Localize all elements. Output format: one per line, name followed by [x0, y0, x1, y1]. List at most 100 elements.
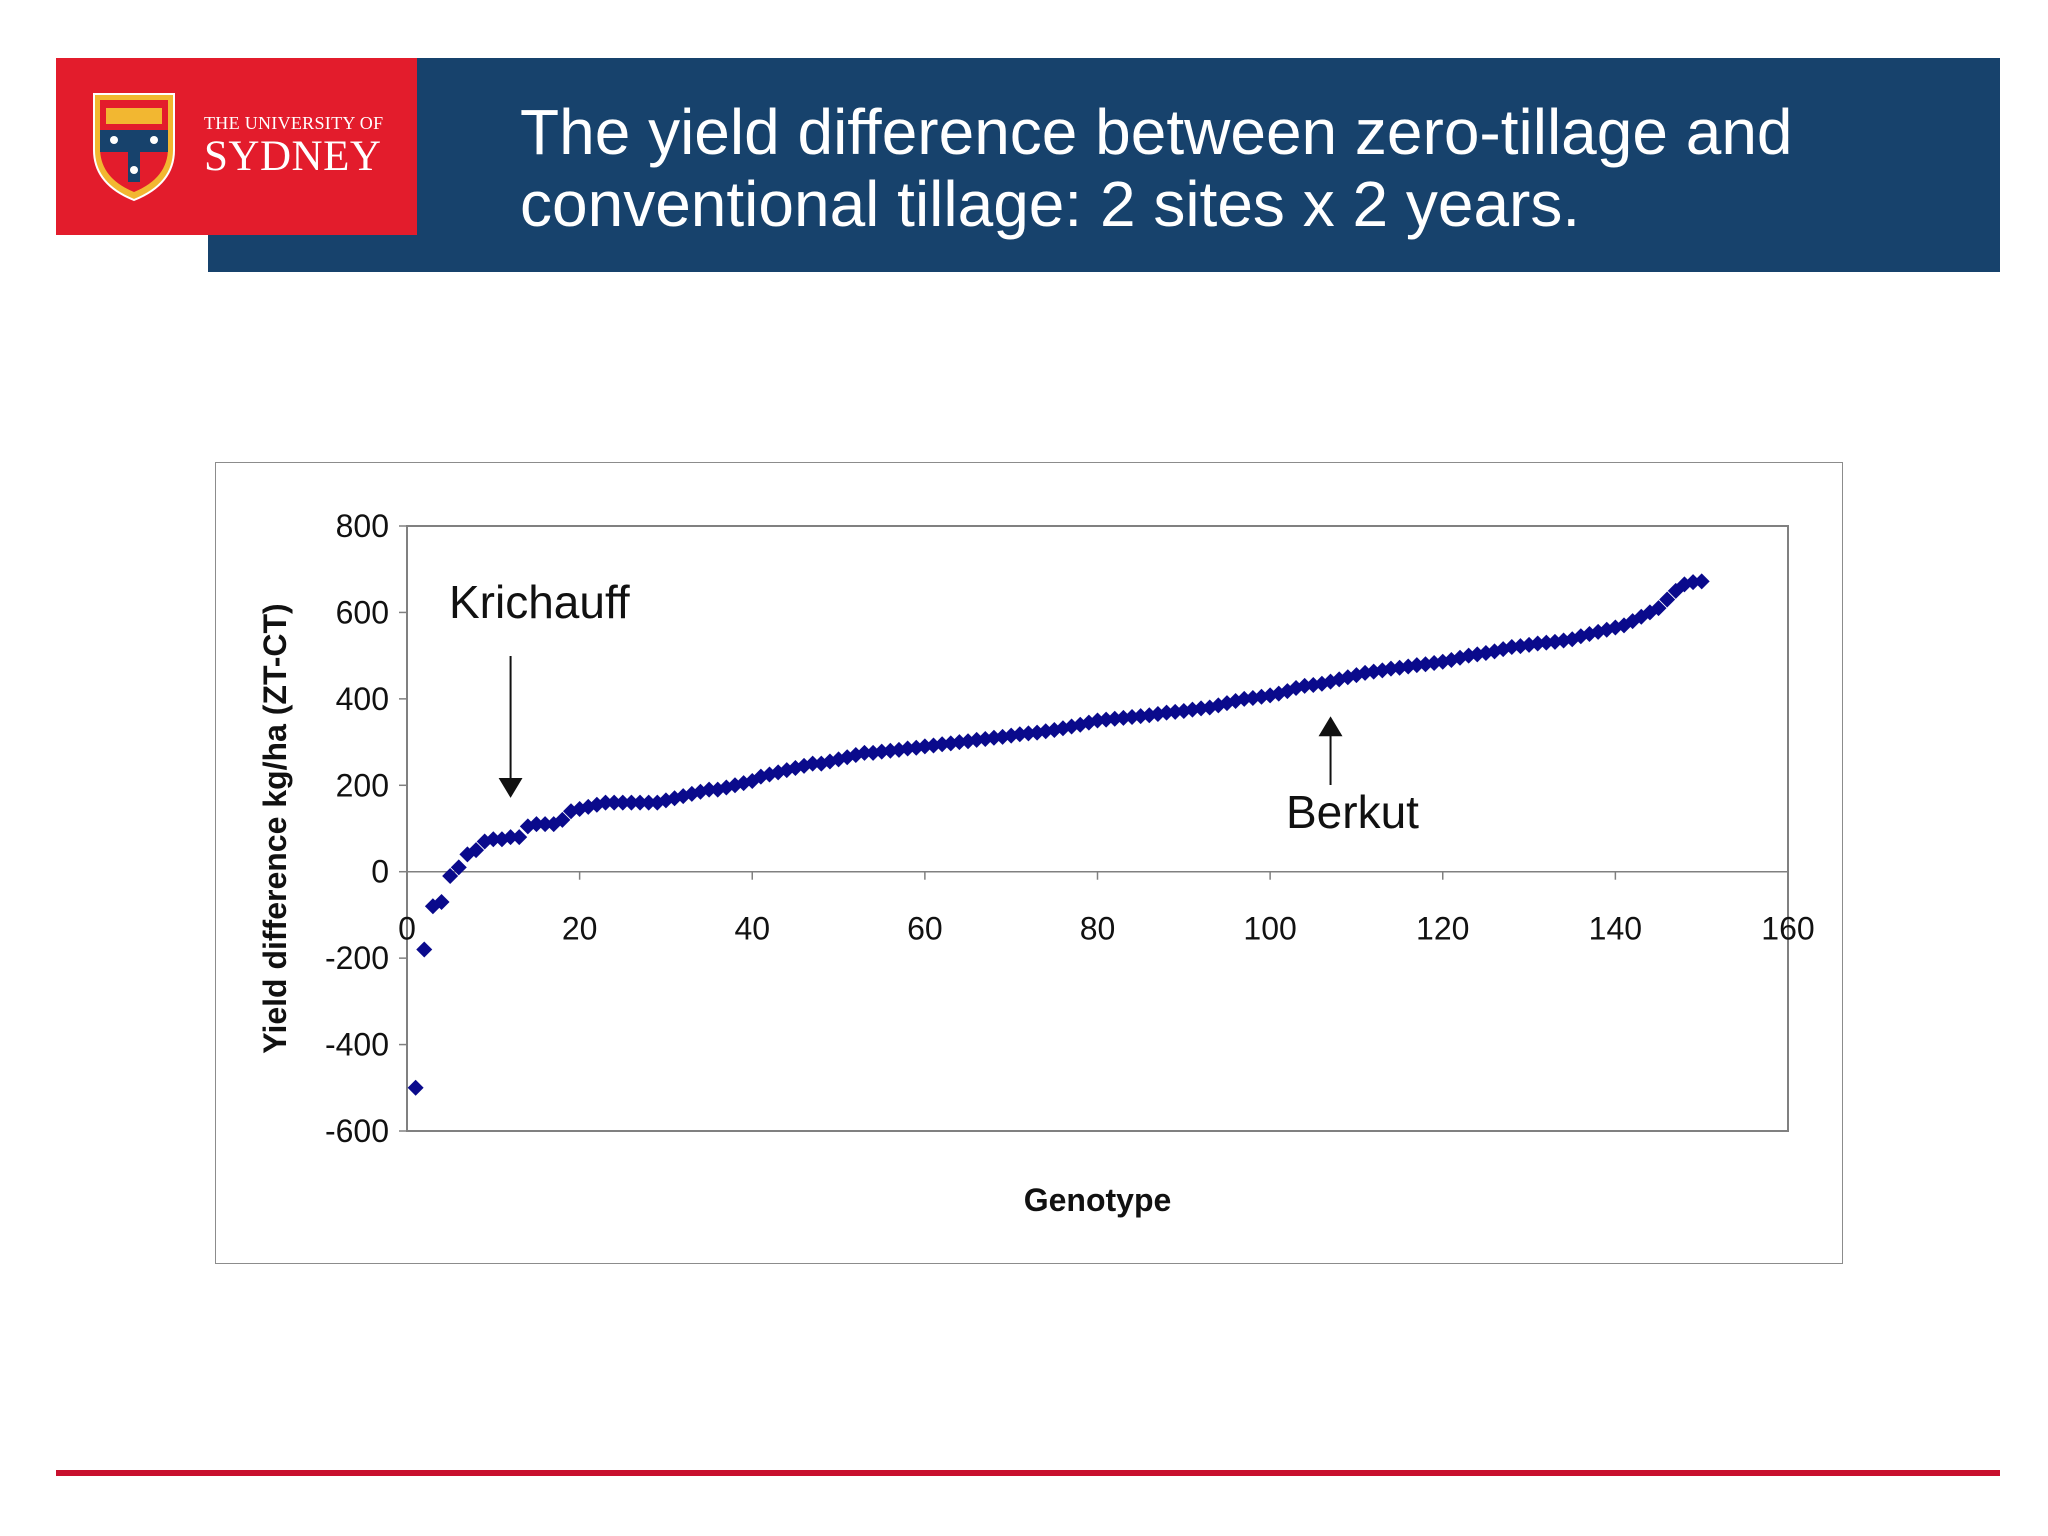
data-point	[1322, 673, 1339, 690]
footer-rule	[56, 1470, 2000, 1476]
data-point	[890, 741, 907, 758]
data-point	[951, 734, 968, 751]
data-point	[718, 779, 735, 796]
data-point	[770, 764, 787, 781]
y-tick-label: 200	[336, 767, 389, 803]
data-point	[1477, 645, 1494, 662]
data-point	[1650, 600, 1667, 617]
data-point	[977, 731, 994, 748]
y-tick-label: -400	[325, 1027, 389, 1063]
x-tick-label: 20	[562, 911, 598, 947]
data-point	[485, 831, 502, 848]
crest-icon	[93, 93, 175, 202]
data-point	[1201, 699, 1218, 716]
logo-line1: THE UNIVERSITY OF	[204, 113, 384, 133]
data-point	[804, 755, 821, 772]
data-point	[1495, 641, 1512, 658]
data-point	[528, 816, 545, 833]
data-point	[416, 941, 433, 958]
data-point	[1693, 573, 1710, 590]
slide-title: The yield difference between zero-tillag…	[520, 96, 1793, 240]
data-point	[916, 738, 933, 755]
y-tick-label: 0	[371, 854, 389, 890]
x-tick-label: 120	[1416, 911, 1469, 947]
university-logo[interactable]: THE UNIVERSITY OF SYDNEY	[56, 58, 417, 235]
data-point	[1659, 591, 1676, 608]
x-tick-label: 100	[1243, 911, 1296, 947]
x-tick-label: 40	[734, 911, 770, 947]
data-point	[623, 794, 640, 811]
data-point	[692, 783, 709, 800]
data-point	[1667, 582, 1684, 599]
data-point	[537, 816, 554, 833]
data-point	[554, 811, 571, 828]
data-point	[1616, 617, 1633, 634]
data-point	[1227, 693, 1244, 710]
data-point	[1374, 662, 1391, 679]
data-point	[614, 794, 631, 811]
data-point	[821, 753, 838, 770]
data-point	[1624, 613, 1641, 630]
data-point	[640, 794, 657, 811]
x-tick-label: 80	[1080, 911, 1116, 947]
data-point	[1296, 677, 1313, 694]
data-point	[1279, 683, 1296, 700]
x-axis-title: Genotype	[1024, 1182, 1172, 1218]
data-point	[1037, 723, 1054, 740]
data-point	[1546, 633, 1563, 650]
data-point	[442, 868, 459, 885]
data-point	[1029, 724, 1046, 741]
logo-line2: SYDNEY	[204, 133, 382, 180]
data-point	[1555, 632, 1572, 649]
data-point	[1486, 643, 1503, 660]
y-tick-label: -200	[325, 940, 389, 976]
plot-area	[406, 525, 1789, 1132]
data-point	[1426, 654, 1443, 671]
data-point	[502, 829, 519, 846]
y-tick-label: 400	[336, 681, 389, 717]
data-point	[752, 768, 769, 785]
data-point	[1460, 647, 1477, 664]
data-point	[519, 818, 536, 835]
data-point	[1529, 635, 1546, 652]
x-tick-label: 0	[398, 911, 416, 947]
chart-frame: 800 600 400 200 0 -200 -400 -600 0 20 40 60 80 100 120…	[215, 462, 1843, 1264]
y-tick-label: 800	[336, 508, 389, 544]
data-point	[1115, 709, 1132, 726]
data-point	[407, 1079, 424, 1096]
data-point	[701, 781, 718, 798]
y-tick-label: 600	[336, 594, 389, 630]
data-point	[1167, 703, 1184, 720]
data-point	[450, 859, 467, 876]
data-point	[1253, 688, 1270, 705]
data-point	[1098, 711, 1115, 728]
data-point	[1572, 628, 1589, 645]
data-point	[433, 893, 450, 910]
data-point	[1184, 701, 1201, 718]
data-point	[511, 829, 528, 846]
data-point	[468, 842, 485, 859]
data-point	[1072, 716, 1089, 733]
data-point	[856, 744, 873, 761]
data-point	[632, 794, 649, 811]
data-point	[1400, 658, 1417, 675]
annotation-berkut: Berkut	[1286, 786, 1419, 838]
data-point	[1158, 704, 1175, 721]
data-point	[597, 794, 614, 811]
data-point	[562, 803, 579, 820]
data-point	[1132, 708, 1149, 725]
data-point	[1331, 671, 1348, 688]
x-tick-label: 140	[1589, 911, 1642, 947]
data-point	[839, 749, 856, 766]
header-bar	[208, 58, 2000, 272]
y-tick-label: -600	[325, 1113, 389, 1149]
data-point	[1417, 656, 1434, 673]
data-point	[649, 794, 666, 811]
data-point	[1581, 626, 1598, 643]
data-point	[606, 794, 623, 811]
y-axis-title: Yield difference kg/ha (ZT-CT)	[257, 603, 293, 1053]
x-tick-label: 60	[907, 911, 943, 947]
x-tick-label: 160	[1761, 911, 1814, 947]
annotation-krichauff: Krichauff	[449, 576, 630, 628]
